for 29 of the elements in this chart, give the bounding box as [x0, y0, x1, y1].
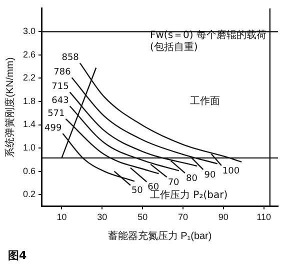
y-tick-label: 3.0 [22, 26, 36, 36]
x-tick-label: 10 [56, 212, 67, 222]
series-label: 100 [222, 166, 240, 176]
caption: 图4 [8, 249, 28, 262]
series-label: 643 [52, 96, 69, 106]
series-label: 858 [62, 52, 80, 63]
y-tick-label: 0.2 [22, 189, 36, 200]
x-tick-label: 70 [178, 212, 188, 222]
series-label: 499 [44, 123, 62, 134]
series-label: 571 [48, 108, 65, 119]
y-tick-label: 1.8 [22, 96, 36, 106]
annotation: 工作面 [190, 96, 221, 108]
y-tick-label: 0.6 [22, 166, 36, 176]
series-label: 70 [168, 178, 180, 188]
series-label: 715 [52, 82, 69, 92]
y-tick-label: 2.6 [22, 49, 36, 60]
y-tick-label: 1.0 [22, 142, 36, 153]
y-tick-label: 1.4 [22, 119, 36, 130]
y-axis-title: 系统弹簧刚度(KN/mm) [4, 57, 16, 158]
x-tick-label: 110 [256, 212, 272, 222]
series-label: 50 [131, 186, 144, 196]
x-axis-title: 蓄能器充氮压力 P₁(bar) [108, 230, 212, 242]
y-tick-label: 2.2 [22, 72, 36, 83]
x-tick-label: 50 [138, 212, 148, 222]
series-label: 80 [186, 174, 198, 184]
series-label: 786 [54, 67, 72, 78]
x-tick-label: 90 [218, 212, 228, 222]
x-tick-label: 30 [97, 212, 108, 222]
series-label: 90 [204, 170, 216, 180]
